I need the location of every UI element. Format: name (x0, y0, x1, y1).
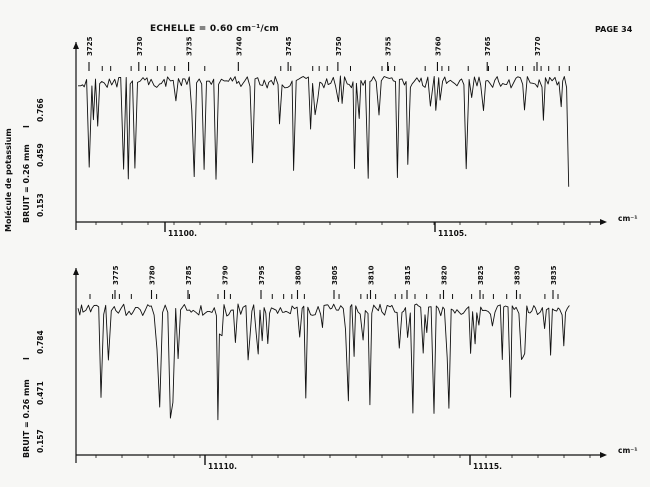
line-number-2-3: 3790 (222, 265, 230, 285)
line-number-2-6: 3805 (331, 265, 339, 285)
freq-label-1-0: 11100. (168, 229, 197, 238)
line-number-2-4: 3795 (258, 265, 266, 285)
line-number-1-2: 3735 (186, 36, 194, 56)
y-axis-arrow-2 (73, 268, 79, 275)
x-unit-1: cm⁻¹ (618, 214, 638, 223)
line-number-2-5: 3800 (295, 265, 303, 285)
line-number-1-8: 3765 (484, 36, 492, 56)
x-unit-2: cm⁻¹ (618, 446, 638, 455)
spectrum-trace-1 (78, 75, 570, 187)
freq-label-2-0: 11110. (208, 462, 237, 471)
page-label: PAGE 34 (595, 25, 633, 34)
freq-label-2-1: 11115. (473, 462, 502, 471)
line-number-1-5: 3750 (335, 36, 343, 56)
line-number-1-0: 3725 (86, 36, 94, 56)
x-axis-arrow-1 (600, 219, 607, 225)
line-number-1-7: 3760 (434, 36, 442, 56)
line-number-2-10: 3825 (477, 265, 485, 285)
line-number-2-1: 3780 (149, 265, 157, 285)
line-number-1-6: 3755 (385, 36, 393, 56)
line-number-2-12: 3835 (550, 265, 558, 285)
spectrum-trace-2 (77, 303, 570, 421)
y-axis-arrow-1 (73, 42, 79, 49)
line-number-2-2: 3785 (185, 265, 193, 285)
line-number-2-11: 3830 (514, 265, 522, 285)
x-axis-arrow-2 (600, 452, 607, 458)
freq-label-1-1: 11105. (438, 229, 467, 238)
line-number-1-9: 3770 (534, 36, 542, 56)
line-number-2-8: 3815 (404, 265, 412, 285)
line-number-2-7: 3810 (368, 265, 376, 285)
line-number-1-1: 3730 (136, 36, 144, 56)
line-number-1-3: 3740 (235, 36, 243, 56)
line-number-2-0: 3775 (112, 265, 120, 285)
scale-label: ECHELLE = 0.60 cm⁻¹/cm (150, 24, 280, 34)
line-number-2-9: 3820 (441, 265, 449, 285)
line-number-1-4: 3745 (285, 36, 293, 56)
